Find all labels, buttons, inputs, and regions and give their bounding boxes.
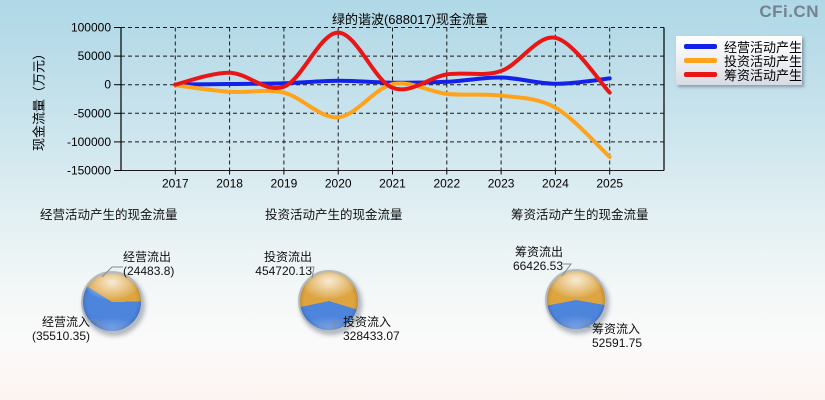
legend-item-operating: 经营活动产生 (684, 40, 803, 55)
svg-text:2017: 2017 (162, 177, 189, 191)
legend-item-financing: 筹资活动产生 (684, 68, 803, 83)
svg-text:0: 0 (104, 78, 111, 92)
callout-investing-outflow: 投资流出 454720.13 (232, 250, 312, 278)
svg-text:2022: 2022 (433, 177, 460, 191)
financing-outflow-value: 66426.53 (512, 258, 563, 273)
pie-title-operating: 经营活动产生的现金流量 (40, 208, 178, 222)
legend-swatch-financing-icon (684, 72, 717, 77)
pie-chart-financing (545, 269, 607, 331)
financing-inflow-label: 筹资流入 (592, 322, 641, 336)
svg-text:2019: 2019 (271, 177, 298, 191)
callout-financing-outflow: 筹资流出 66426.53 (483, 245, 563, 273)
line-chart-title: 绿的谐波(688017)现金流量 (331, 12, 489, 27)
investing-outflow-value: 454720.13 (255, 263, 312, 278)
callout-investing-inflow: 投资流入 328433.07 (343, 315, 400, 343)
svg-text:-100000: -100000 (67, 135, 111, 149)
svg-text:2024: 2024 (542, 177, 569, 191)
svg-text:100000: 100000 (71, 21, 111, 35)
operating-outflow-value: (24483.8) (123, 263, 175, 278)
legend-label-operating: 经营活动产生 (724, 40, 803, 55)
financing-inflow-value: 52591.75 (592, 335, 643, 350)
svg-text:-50000: -50000 (74, 106, 112, 120)
cashflow-line-chart: 100000 50000 0 -50000 -100000 -150000 2017 2018… (67, 21, 665, 191)
svg-text:2023: 2023 (488, 177, 515, 191)
legend-label-investing: 投资活动产生 (724, 54, 803, 69)
svg-text:2020: 2020 (325, 177, 352, 191)
financing-outflow-label: 筹资流出 (514, 245, 563, 259)
pie-title-investing: 投资活动产生的现金流量 (265, 208, 403, 222)
legend: 经营活动产生 投资活动产生 筹资活动产生 (676, 36, 802, 85)
svg-text:50000: 50000 (78, 49, 112, 63)
svg-text:2018: 2018 (216, 177, 243, 191)
operating-inflow-label: 经营流入 (41, 315, 90, 329)
operating-inflow-value: (35510.35) (31, 328, 90, 343)
svg-text:2025: 2025 (596, 177, 623, 191)
investing-inflow-label: 投资流入 (343, 315, 392, 329)
investing-outflow-label: 投资流出 (263, 250, 312, 264)
pie-chart-investing (298, 270, 360, 332)
callout-operating-inflow: 经营流入 (35510.35) (10, 315, 90, 343)
callout-financing-inflow: 筹资流入 52591.75 (592, 322, 643, 350)
legend-item-investing: 投资活动产生 (684, 54, 803, 69)
pie-chart-operating (81, 271, 143, 333)
operating-outflow-label: 经营流出 (123, 250, 172, 264)
legend-swatch-operating-icon (684, 44, 717, 49)
svg-text:2021: 2021 (379, 177, 406, 191)
cfi-cn-logo: CFi.CN (759, 2, 819, 21)
investing-inflow-value: 328433.07 (343, 328, 400, 343)
svg-text:-150000: -150000 (67, 164, 111, 178)
callout-operating-outflow: 经营流出 (24483.8) (123, 250, 175, 278)
legend-swatch-investing-icon (684, 58, 717, 63)
pie-title-financing: 筹资活动产生的现金流量 (511, 208, 649, 222)
legend-label-financing: 筹资活动产生 (724, 68, 803, 83)
